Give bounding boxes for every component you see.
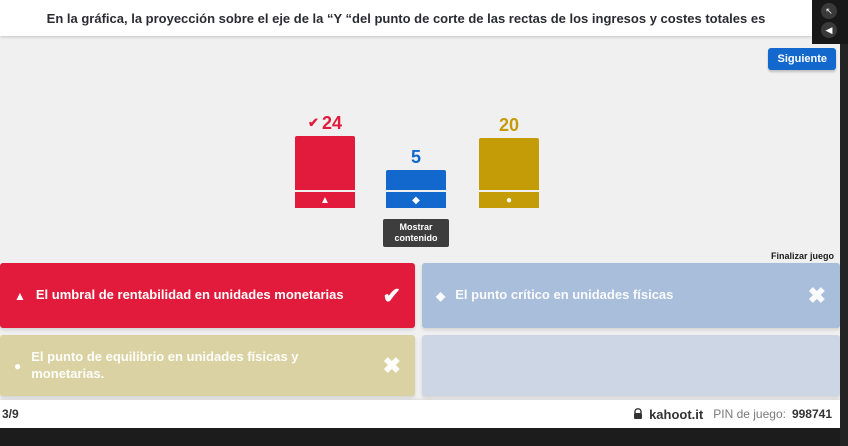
pin-label: PIN de juego: [713,407,786,421]
corner-controls: ↖ ◀ [812,0,848,44]
answer-text: El punto crítico en unidades físicas [455,287,674,303]
question-progress: 3/9 [2,407,19,421]
answer-tile-incorrect-blue: ◆ El punto crítico en unidades físicas ✖ [422,263,840,328]
bar-blue: ◆ [386,170,446,208]
triangle-icon: ▲ [320,194,330,206]
site-label: kahoot.it [649,406,704,422]
bar-count-blue: 5 [410,146,421,167]
check-icon: ✔ [308,115,319,130]
question-header: En la gráfica, la proyección sobre el ej… [0,0,812,36]
cross-icon: ✖ [382,352,401,378]
pin-value: 998741 [791,407,832,421]
bar-count-red: 24 [321,112,342,133]
answer-tile-empty [422,335,840,396]
right-edge-strip [840,44,848,446]
question-text: En la gráfica, la proyección sobre el ej… [46,10,766,26]
answer-text: El punto de equilibrio en unidades físic… [31,349,299,381]
footer-bar: 3/9 kahoot.it PIN de juego: 998741 [0,400,840,428]
triangle-icon: ▲ [14,288,26,303]
pointer-icon: ↖ [825,5,833,16]
show-content-button[interactable]: Mostrar contenido [383,219,449,247]
bar-value-blue: 5 [386,146,446,168]
footer-right-group: kahoot.it PIN de juego: 998741 [633,407,832,422]
bar-foot-yellow: ● [479,190,539,208]
check-icon: ✔ [382,282,401,308]
answer-tile-incorrect-yellow: ● El punto de equilibrio en unidades fís… [0,335,415,396]
bar-foot-blue: ◆ [386,190,446,208]
cross-icon: ✖ [807,282,826,308]
bar-foot-red: ▲ [295,190,355,208]
lock-icon [633,408,643,420]
back-button[interactable]: ◀ [821,22,837,38]
bar-count-yellow: 20 [498,114,520,135]
answer-tile-correct: ▲ El umbral de rentabilidad en unidades … [0,263,415,328]
bar-value-red: ✔ 24 [295,112,355,134]
bar-red: ▲ [295,136,355,208]
next-button[interactable]: Siguiente [768,48,836,70]
back-icon: ◀ [825,24,833,35]
answer-text: El umbral de rentabilidad en unidades mo… [35,287,344,303]
diamond-icon: ◆ [436,288,446,303]
pointer-button[interactable]: ↖ [821,3,837,19]
bar-yellow: ● [479,138,539,208]
diamond-icon: ◆ [412,194,420,206]
circle-icon: ● [505,194,513,206]
bar-value-yellow: 20 [479,114,539,136]
circle-icon: ● [14,358,22,373]
end-game-link[interactable]: Finalizar juego [770,251,834,261]
bottom-dark-strip [0,428,848,446]
